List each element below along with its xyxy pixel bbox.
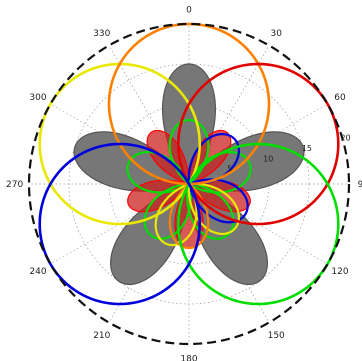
- petal-0-1: [187, 151, 252, 194]
- radial-tick-5: 5: [227, 165, 232, 174]
- petal-3-0: [168, 182, 210, 250]
- angle-tick-30: 30: [270, 29, 282, 39]
- petal-0-4: [126, 151, 191, 194]
- small-petal-curves: [126, 118, 252, 250]
- grid-spoke-60: [188, 103, 328, 185]
- radial-tick-20: 20: [340, 134, 350, 143]
- angle-tick-180: 180: [180, 354, 197, 361]
- radial-tick-10: 10: [263, 154, 273, 163]
- grid-spoke-120: [188, 183, 328, 265]
- angle-tick-240: 240: [29, 267, 46, 277]
- angle-tick-210: 210: [93, 331, 110, 341]
- angle-tick-150: 150: [268, 331, 285, 341]
- radial-tick-15: 15: [302, 144, 312, 153]
- grid-spoke-210: [108, 183, 190, 323]
- grid-spoke-150: [188, 183, 270, 323]
- angle-tick-120: 120: [331, 267, 348, 277]
- angle-tick-300: 300: [29, 93, 46, 103]
- circle-series: [27, 22, 351, 346]
- petal-0-3: [143, 182, 192, 240]
- grid-spoke-240: [50, 183, 190, 265]
- circle-series-4: [38, 142, 202, 306]
- angle-tick-60: 60: [334, 93, 346, 103]
- angle-tick-330: 330: [93, 29, 110, 39]
- angle-tick-0: 0: [186, 6, 192, 16]
- grid-spoke-330: [108, 45, 190, 185]
- outer-boundary: [27, 22, 351, 346]
- grid-spoke-30: [188, 45, 270, 185]
- petal-0-0: [168, 118, 210, 186]
- angle-tick-90: 90: [358, 180, 362, 190]
- petal-0-2: [186, 182, 235, 240]
- circle-series-2: [176, 62, 340, 226]
- petal-2-1: [154, 182, 198, 247]
- angle-tick-270: 270: [6, 180, 23, 190]
- tick-labels: 0 30 60 90 120 150 180 210 240 270 300 330 5 10 15 20: [6, 6, 362, 361]
- petal-1-1: [187, 178, 249, 224]
- grid-spoke-300: [50, 103, 190, 185]
